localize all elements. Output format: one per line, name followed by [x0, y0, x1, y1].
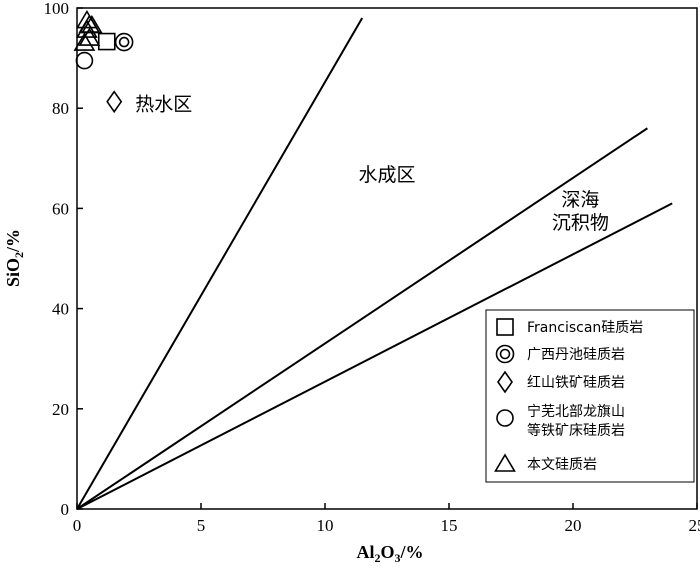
point-square-0: [97, 32, 116, 51]
point-double-circle-0-inner: [118, 36, 130, 48]
legend-circle-icon: [496, 409, 514, 427]
legend-label-line: 等铁矿床硅质岩: [527, 422, 625, 439]
plot-frame: [76, 7, 698, 510]
legend-label: 红山铁矿硅质岩: [527, 375, 625, 391]
point-double-circle-0-outer: [114, 32, 134, 52]
legend-label: 本文硅质岩: [527, 457, 597, 473]
x-tick-label: 15: [441, 516, 458, 535]
boundary-line-3: [76, 202, 673, 510]
legend-box: [485, 309, 695, 483]
x-tick-label: 10: [317, 516, 334, 535]
legend-label: 宁芜北部龙旗山等铁矿床硅质岩: [527, 403, 625, 439]
point-triangle-4: [73, 32, 96, 51]
point-triangle-3: [78, 27, 101, 46]
region-label-line: 深海: [561, 189, 599, 211]
legend-double-circle-icon-outer: [495, 344, 515, 364]
legend-diamond-icon: [497, 370, 513, 394]
legend-label: 广西丹池硅质岩: [527, 347, 625, 363]
legend-label-line: 本文硅质岩: [527, 457, 597, 473]
x-axis-title: Al2O3/%: [356, 542, 423, 565]
y-tick-label: 100: [44, 0, 70, 18]
legend-triangle-icon: [494, 453, 516, 472]
region-label-line: 热水区: [135, 94, 192, 116]
region-label-2: 水成区: [358, 164, 415, 186]
legend-label-line: 广西丹池硅质岩: [527, 347, 625, 363]
legend-label-line: 红山铁矿硅质岩: [527, 375, 625, 391]
boundary-lines: [76, 17, 673, 510]
region-label-1: 热水区: [135, 94, 192, 116]
point-circle-0: [75, 51, 94, 70]
x-tick-label: 0: [73, 516, 82, 535]
region-label-line: 水成区: [358, 164, 415, 186]
data-markers: [73, 9, 134, 114]
y-tick-label: 0: [61, 500, 70, 519]
legend: Franciscan硅质岩广西丹池硅质岩红山铁矿硅质岩宁芜北部龙旗山等铁矿床硅质…: [485, 309, 695, 483]
legend-double-circle-icon-inner: [499, 348, 511, 360]
point-diamond-0: [106, 90, 123, 114]
x-tick-label: 25: [689, 516, 700, 535]
point-triangle-5: [80, 14, 103, 34]
legend-label-line: 宁芜北部龙旗山: [527, 403, 625, 420]
legend-label: Franciscan硅质岩: [527, 320, 643, 336]
point-double-circle-0: [114, 32, 134, 52]
y-tick-label: 80: [52, 99, 69, 118]
y-tick-label: 40: [52, 300, 69, 319]
x-tick-label: 20: [565, 516, 582, 535]
boundary-line-2: [76, 127, 648, 510]
y-tick-label: 20: [52, 400, 69, 419]
y-tick-label: 60: [52, 199, 69, 218]
boundary-line-1: [76, 17, 364, 510]
region-label-3: 深海沉积物: [552, 189, 609, 234]
legend-square-icon: [496, 318, 514, 336]
axis-ticks: 0 5 10 15 20 25 0 20 40 60 80 100: [44, 0, 700, 535]
legend-label-line: Franciscan硅质岩: [527, 320, 643, 336]
y-axis-title: SiO2/%: [3, 229, 26, 287]
legend-double-circle-icon: [495, 344, 515, 364]
x-tick-label: 5: [197, 516, 206, 535]
region-label-line: 沉积物: [552, 212, 609, 234]
